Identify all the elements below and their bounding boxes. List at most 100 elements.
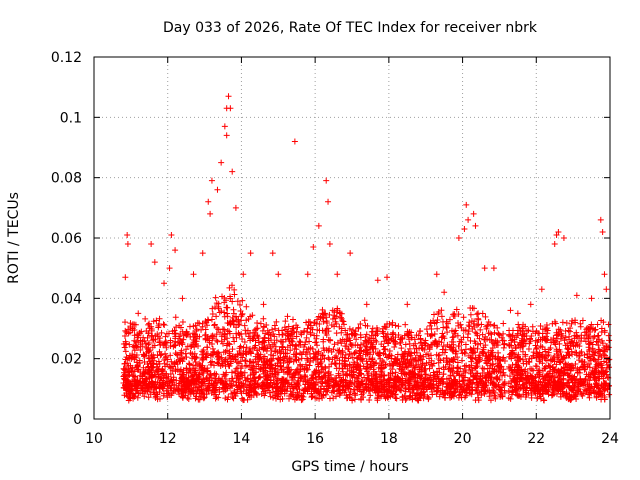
noise-point xyxy=(409,385,416,392)
noise-point xyxy=(448,365,455,372)
noise-point xyxy=(222,297,229,304)
noise-point xyxy=(446,343,453,350)
noise-point xyxy=(127,395,134,402)
noise-point xyxy=(568,348,575,355)
noise-point xyxy=(180,389,187,396)
noise-point xyxy=(568,338,575,345)
noise-point xyxy=(145,345,152,352)
data-point xyxy=(538,286,545,293)
noise-point xyxy=(172,342,179,349)
noise-point xyxy=(187,391,194,398)
noise-point xyxy=(551,318,558,325)
noise-point xyxy=(400,380,407,387)
noise-point xyxy=(378,365,385,372)
noise-point xyxy=(224,335,231,342)
noise-point xyxy=(525,345,532,352)
noise-point xyxy=(178,347,185,354)
noise-point xyxy=(173,358,180,365)
noise-point xyxy=(177,379,184,386)
noise-point xyxy=(156,360,163,367)
noise-point xyxy=(381,383,388,390)
noise-point xyxy=(416,373,423,380)
noise-point xyxy=(190,378,197,385)
noise-point xyxy=(367,392,374,399)
noise-point xyxy=(186,323,193,330)
noise-point xyxy=(425,350,432,357)
noise-point xyxy=(216,389,223,396)
noise-point xyxy=(260,362,267,369)
noise-point xyxy=(250,335,257,342)
noise-point xyxy=(543,372,550,379)
data-point xyxy=(603,286,610,293)
noise-point xyxy=(596,375,603,382)
noise-point xyxy=(581,352,588,359)
noise-point xyxy=(134,381,141,388)
noise-point xyxy=(402,360,409,367)
noise-point xyxy=(479,331,486,338)
noise-point xyxy=(282,330,289,337)
noise-point xyxy=(233,379,240,386)
noise-point xyxy=(192,395,199,402)
noise-point xyxy=(194,375,201,382)
noise-point xyxy=(146,348,153,355)
noise-point xyxy=(519,382,526,389)
noise-point xyxy=(565,327,572,334)
data-point xyxy=(553,231,560,238)
noise-point xyxy=(561,337,568,344)
noise-point xyxy=(275,356,282,363)
noise-point xyxy=(390,331,397,338)
noise-point xyxy=(417,382,424,389)
noise-point xyxy=(426,322,433,329)
noise-point xyxy=(147,383,154,390)
noise-point xyxy=(381,372,388,379)
data-point xyxy=(433,271,440,278)
noise-point xyxy=(392,341,399,348)
noise-point xyxy=(522,323,529,330)
noise-point xyxy=(392,359,399,366)
data-point xyxy=(304,271,311,278)
noise-point xyxy=(139,343,146,350)
noise-point xyxy=(225,340,232,347)
noise-point xyxy=(482,313,489,320)
noise-point xyxy=(282,346,289,353)
y-tick-label: 0.06 xyxy=(51,231,82,247)
noise-point xyxy=(556,340,563,347)
noise-point xyxy=(123,354,130,361)
noise-point xyxy=(449,392,456,399)
noise-point xyxy=(144,334,151,341)
noise-point xyxy=(215,326,222,333)
noise-point xyxy=(321,310,328,317)
noise-point xyxy=(199,369,206,376)
noise-point xyxy=(601,386,608,393)
noise-point xyxy=(508,355,515,362)
noise-point xyxy=(512,388,519,395)
noise-point xyxy=(160,379,167,386)
noise-point xyxy=(423,371,430,378)
noise-point xyxy=(248,350,255,357)
noise-point xyxy=(501,389,508,396)
noise-point xyxy=(247,330,254,337)
noise-point xyxy=(588,383,595,390)
noise-point xyxy=(581,377,588,384)
noise-point xyxy=(272,348,279,355)
noise-point xyxy=(194,376,201,383)
noise-point xyxy=(435,310,442,317)
noise-point xyxy=(509,377,516,384)
data-point xyxy=(323,177,330,184)
noise-point xyxy=(142,370,149,377)
noise-point xyxy=(474,390,481,397)
noise-point xyxy=(316,390,323,397)
noise-point xyxy=(198,386,205,393)
noise-point xyxy=(527,335,534,342)
noise-point xyxy=(251,327,258,334)
noise-point xyxy=(207,370,214,377)
data-point xyxy=(507,307,514,314)
noise-point xyxy=(355,367,362,374)
noise-point xyxy=(202,353,209,360)
noise-point xyxy=(431,331,438,338)
noise-point xyxy=(326,356,333,363)
noise-point xyxy=(284,358,291,365)
noise-point xyxy=(555,374,562,381)
noise-point xyxy=(500,320,507,327)
noise-point xyxy=(370,335,377,342)
